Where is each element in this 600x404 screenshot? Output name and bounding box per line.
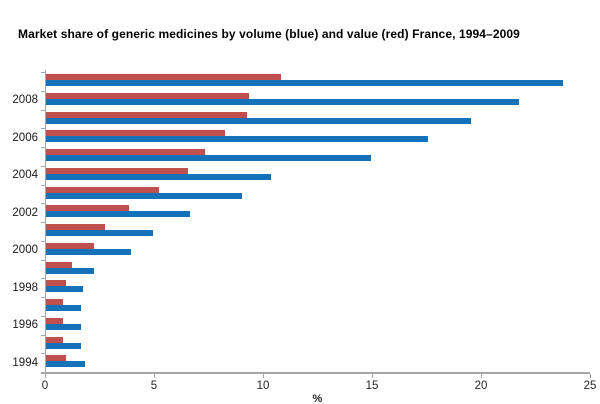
bar-volume-2001 [46, 230, 153, 236]
bar-value-2003 [46, 186, 159, 193]
x-axis-tick-label-5: 5 [150, 380, 158, 392]
x-axis-tick [372, 374, 373, 378]
x-axis-tick [590, 374, 591, 378]
bar-value-2009 [46, 74, 281, 80]
y-axis-tick [41, 72, 45, 73]
bar-volume-2003 [46, 192, 242, 199]
y-axis-tick [41, 222, 45, 223]
x-axis-line [41, 372, 590, 374]
bar-volume-2007 [46, 117, 471, 124]
y-axis-label-1994: 1994 [12, 356, 38, 369]
bar-volume-1994 [46, 361, 85, 368]
bar-value-2005 [46, 149, 205, 155]
y-axis-label-2000: 2000 [12, 244, 38, 257]
bar-value-1999 [46, 261, 72, 268]
y-axis-label-2002: 2002 [12, 206, 38, 219]
bar-value-1995 [46, 336, 63, 343]
bar-value-2007 [46, 111, 247, 118]
y-axis-label-1996: 1996 [12, 319, 38, 332]
bar-volume-2002 [46, 211, 190, 218]
bar-volume-2004 [46, 173, 271, 180]
y-axis-tick [41, 203, 45, 205]
x-axis-title: % [312, 393, 323, 404]
y-axis-tick [41, 334, 45, 336]
bar-value-2000 [46, 242, 94, 249]
bar-volume-2005 [46, 155, 371, 161]
y-axis-tick [41, 240, 45, 242]
y-axis-label-1998: 1998 [12, 281, 38, 294]
bar-volume-2000 [46, 248, 131, 255]
x-axis-tick-label-0: 0 [41, 380, 49, 392]
bar-volume-2006 [46, 136, 428, 143]
y-axis-tick [41, 278, 45, 280]
bar-value-2004 [46, 167, 188, 174]
x-axis-tick [481, 374, 482, 378]
y-axis-tick [41, 128, 45, 130]
bar-value-1997 [46, 299, 63, 305]
bar-value-1998 [46, 280, 66, 287]
x-axis-tick-label-25: 25 [583, 380, 597, 392]
bar-volume-2009 [46, 80, 563, 86]
chart-title: Market share of generic medicines by vol… [18, 27, 520, 41]
bar-volume-1997 [46, 305, 81, 311]
y-axis-tick [41, 184, 45, 186]
bar-volume-1998 [46, 286, 83, 293]
x-axis-tick-label-10: 10 [256, 380, 270, 392]
y-axis-tick [41, 147, 45, 148]
y-axis-tick [41, 353, 45, 355]
x-axis-tick-label-20: 20 [474, 380, 488, 392]
bar-volume-2008 [46, 98, 519, 105]
y-axis-label-2006: 2006 [12, 131, 38, 144]
bar-value-2006 [46, 130, 225, 137]
x-axis-tick-label-15: 15 [365, 380, 379, 392]
x-axis-tick [263, 374, 264, 378]
bar-volume-1999 [46, 267, 94, 274]
y-axis-tick [41, 165, 45, 167]
y-axis-tick [41, 259, 45, 261]
bar-volume-1995 [46, 342, 81, 349]
y-axis-label-2004: 2004 [12, 169, 38, 182]
x-axis-tick [45, 374, 46, 378]
y-axis-tick [41, 90, 45, 92]
bar-value-1994 [46, 355, 66, 362]
y-axis-tick [41, 372, 45, 373]
y-axis-line [45, 70, 46, 372]
y-axis-tick [41, 109, 45, 111]
y-axis-label-2008: 2008 [12, 94, 38, 107]
bar-value-1996 [46, 317, 63, 324]
bar-value-2008 [46, 92, 249, 99]
bar-value-2001 [46, 224, 105, 230]
bar-volume-1996 [46, 323, 81, 330]
y-axis-tick [41, 315, 45, 317]
bar-value-2002 [46, 205, 129, 212]
x-axis-tick [154, 374, 155, 378]
y-axis-tick [41, 297, 45, 298]
